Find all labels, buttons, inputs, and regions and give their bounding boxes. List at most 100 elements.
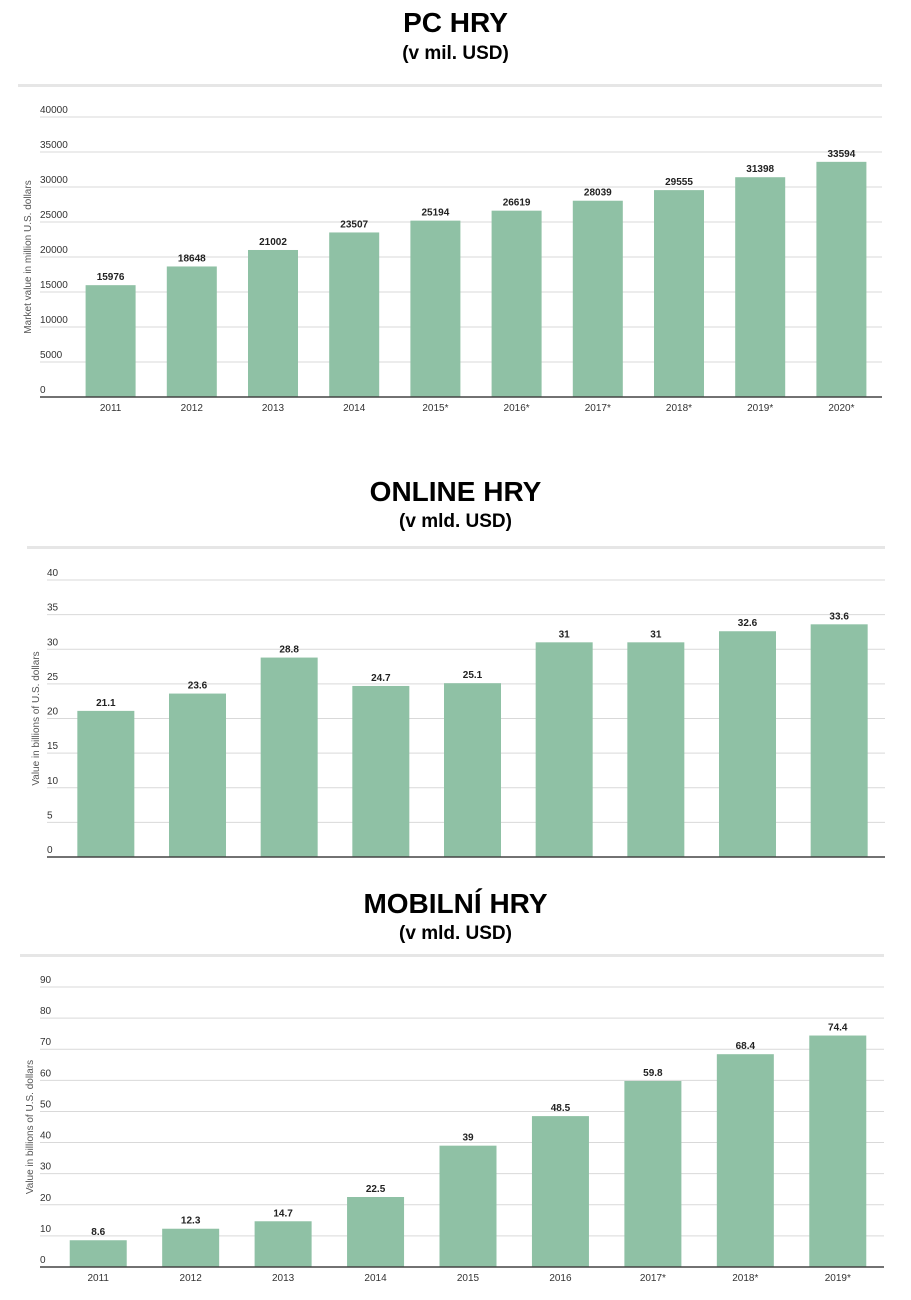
x-tick-label: 2018*: [732, 1273, 758, 1284]
y-tick-label: 30000: [40, 175, 68, 186]
bar-value-label: 28039: [584, 188, 612, 199]
bar: [85, 285, 136, 397]
bar-value-label: 31398: [746, 164, 774, 175]
bar: [809, 1035, 867, 1267]
x-tick-label: 2014: [364, 1273, 387, 1284]
y-axis-label: Value in billions of U.S. dollars: [31, 651, 42, 785]
y-axis-label: Value in billions of U.S. dollars: [25, 1060, 36, 1194]
chart-online-games: 0 5 10 15 20 25 30 35 40 Value in billions of U.S…: [31, 568, 885, 858]
bar: [810, 624, 868, 857]
y-tick-label: 35: [47, 603, 59, 614]
x-tick-label: 2013: [272, 1273, 295, 1284]
y-tick-label: 20: [47, 707, 59, 718]
x-tick-label: 2019*: [747, 403, 773, 414]
y-tick-label: 40: [47, 568, 59, 579]
x-tick-label: 2012: [180, 1273, 203, 1284]
bar: [444, 683, 501, 857]
bar: [77, 710, 135, 857]
y-tick-label: 0: [47, 845, 53, 856]
bar-value-label: 31: [559, 629, 571, 640]
y-tick-label: 90: [40, 975, 52, 986]
bar-value-label: 22.5: [366, 1184, 386, 1195]
y-tick-label: 25000: [40, 210, 68, 221]
x-tick-label: 2016*: [504, 403, 530, 414]
bar: [248, 249, 298, 397]
bar: [491, 210, 542, 397]
bar: [166, 266, 217, 397]
bar-value-label: 24.7: [371, 673, 391, 684]
bar: [439, 1145, 497, 1267]
y-tick-label: 30: [40, 1162, 52, 1173]
y-tick-label: 5: [47, 810, 53, 821]
bar: [329, 232, 380, 397]
bar: [347, 1197, 405, 1267]
x-tick-label: 2015*: [422, 403, 448, 414]
bar-value-label: 32.6: [738, 618, 758, 629]
bar-value-label: 31: [650, 629, 662, 640]
bar-value-label: 33594: [827, 149, 855, 160]
x-tick-label: 2014: [343, 403, 366, 414]
bar: [260, 657, 318, 857]
chart-subtitle: (v mld. USD): [399, 923, 512, 944]
bar: [69, 1240, 127, 1267]
x-tick-label: 2011: [100, 403, 122, 414]
bar-value-label: 39: [462, 1133, 474, 1144]
bar-value-label: 23.6: [188, 681, 208, 692]
y-tick-label: 0: [40, 385, 46, 396]
separator: [27, 546, 885, 549]
x-tick-label: 2018*: [666, 403, 692, 414]
bar-value-label: 12.3: [181, 1216, 201, 1227]
x-tick-label: 2012: [181, 403, 204, 414]
bar-value-label: 29555: [665, 177, 693, 188]
bar: [654, 190, 704, 397]
bar-value-label: 59.8: [643, 1068, 663, 1079]
chart-title: ONLINE HRY: [369, 476, 542, 507]
y-tick-label: 80: [40, 1006, 52, 1017]
bar: [816, 161, 867, 397]
bar-value-label: 25.1: [463, 670, 483, 681]
x-tick-label: 2011: [87, 1273, 109, 1284]
y-tick-label: 20: [40, 1193, 52, 1204]
bar: [627, 642, 685, 857]
chart-subtitle: (v mld. USD): [399, 511, 512, 532]
bar-value-label: 33.6: [829, 611, 849, 622]
chart-pc-games: 0 5000 10000 15000 20000 25000 30000 35000 40000…: [23, 105, 882, 414]
y-tick-label: 15: [47, 741, 59, 752]
y-tick-label: 10: [40, 1224, 52, 1235]
bar-value-label: 74.4: [828, 1023, 848, 1034]
y-tick-label: 70: [40, 1037, 52, 1048]
bar: [716, 1054, 774, 1267]
bar: [254, 1221, 312, 1267]
y-axis-label: Market value in million U.S. dollars: [23, 180, 34, 333]
y-tick-label: 35000: [40, 140, 68, 151]
bar: [572, 200, 623, 397]
bar-value-label: 23507: [340, 219, 368, 230]
separator: [20, 954, 884, 957]
bar: [624, 1080, 682, 1267]
bar-value-label: 25194: [421, 208, 449, 219]
y-tick-label: 25: [47, 672, 59, 683]
bar-value-label: 18648: [178, 253, 206, 264]
bar: [535, 642, 593, 857]
x-tick-label: 2019*: [825, 1273, 851, 1284]
bar: [352, 685, 410, 857]
chart-subtitle: (v mil. USD): [402, 43, 509, 64]
x-tick-label: 2017*: [640, 1273, 666, 1284]
bar-value-label: 14.7: [273, 1208, 293, 1219]
y-tick-label: 10000: [40, 315, 68, 326]
y-tick-label: 20000: [40, 245, 68, 256]
bar: [169, 693, 226, 857]
bar: [531, 1116, 589, 1267]
separator: [18, 84, 882, 87]
bar-value-label: 48.5: [551, 1103, 571, 1114]
bar: [162, 1228, 220, 1267]
y-tick-label: 40000: [40, 105, 68, 116]
bar: [410, 220, 461, 397]
y-tick-label: 15000: [40, 280, 68, 291]
y-tick-label: 30: [47, 637, 59, 648]
y-tick-label: 10: [47, 776, 59, 787]
y-tick-label: 60: [40, 1068, 52, 1079]
bar-value-label: 21.1: [96, 698, 116, 709]
